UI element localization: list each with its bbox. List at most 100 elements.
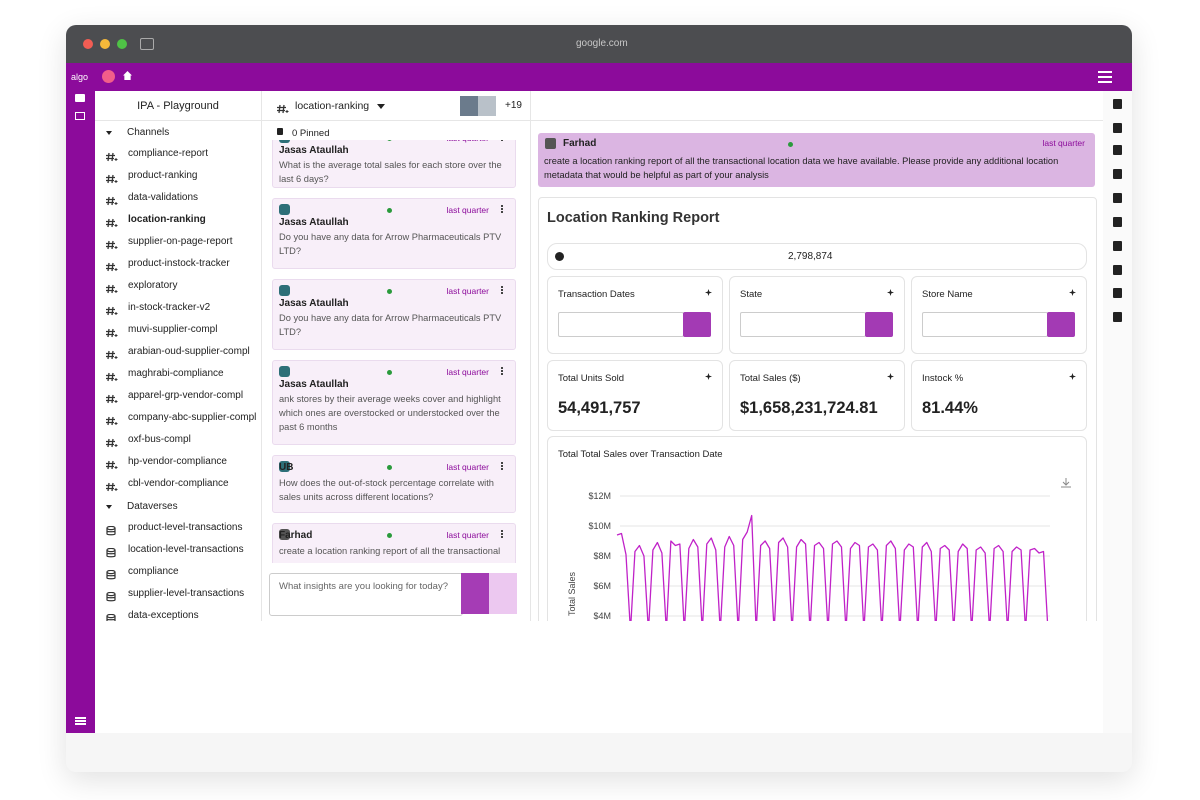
close-button[interactable] (83, 39, 93, 49)
home-button[interactable] (123, 71, 132, 80)
dataverse-icon (106, 589, 118, 607)
message-card[interactable]: Jasas Ataullah last quarter ank stores by … (272, 360, 516, 445)
more-button[interactable] (501, 367, 503, 369)
rail-icon[interactable] (1113, 217, 1122, 227)
members-count[interactable]: +19 (505, 100, 522, 111)
magic-send-button[interactable] (461, 573, 489, 614)
message-tag: last quarter (446, 140, 489, 143)
channel-name[interactable]: location-ranking (295, 100, 370, 112)
rail-icon[interactable] (1113, 99, 1122, 109)
section-title[interactable]: Channels (127, 127, 170, 138)
message-card[interactable]: Farhad last quarter create a location rank… (272, 523, 516, 563)
rail-icon[interactable] (1113, 145, 1122, 155)
channel-item[interactable]: arabian-oud-supplier-compl (128, 346, 250, 357)
avatar (279, 529, 290, 540)
avatar (545, 138, 556, 149)
more-button[interactable] (501, 286, 503, 288)
section-title[interactable]: Dataverses (127, 501, 178, 512)
dataverse-item[interactable]: data-exceptions (128, 610, 199, 621)
message-author: Jasas Ataullah (279, 145, 349, 156)
channel-item[interactable]: location-ranking (128, 214, 206, 225)
message-author: Jasas Ataullah (279, 298, 349, 309)
message-author: Jasas Ataullah (279, 379, 349, 390)
more-button[interactable] (501, 530, 503, 532)
back-button[interactable] (102, 70, 115, 83)
channel-icon (106, 413, 118, 431)
settings-button[interactable] (66, 708, 95, 733)
channel-icon (106, 479, 118, 497)
channel-icon (106, 457, 118, 475)
rail-icon[interactable] (75, 112, 85, 120)
channel-item[interactable]: data-validations (128, 192, 199, 203)
avatar (279, 366, 290, 377)
more-button[interactable] (501, 205, 503, 207)
section-caret[interactable] (106, 131, 112, 138)
message-card[interactable]: Jasas Ataullah last quarter Do you have an… (272, 198, 516, 269)
status-dot (387, 533, 392, 538)
right-rail (1103, 91, 1132, 733)
channel-icon (106, 237, 118, 255)
send-button[interactable] (489, 573, 517, 614)
channel-icon (277, 101, 289, 119)
minimize-button[interactable] (100, 39, 110, 49)
channel-item[interactable]: product-ranking (128, 170, 198, 181)
channel-item[interactable]: supplier-on-page-report (128, 236, 233, 247)
rail-icon[interactable] (75, 94, 85, 102)
dataverse-icon (106, 545, 118, 563)
message-tag: last quarter (446, 286, 489, 296)
more-button[interactable] (501, 462, 503, 464)
request-tag: last quarter (1042, 138, 1085, 148)
maximize-button[interactable] (117, 39, 127, 49)
channel-item[interactable]: company-abc-supplier-compl (128, 412, 257, 423)
message-text: What is the average total sales for each… (279, 160, 502, 184)
dataverse-item[interactable]: compliance (128, 566, 179, 577)
menu-button[interactable] (1098, 71, 1112, 73)
avatar (279, 204, 290, 215)
app-bar: algo (66, 63, 1132, 91)
message-author: Farhad (279, 530, 313, 541)
rail-icon[interactable] (1113, 312, 1122, 322)
channel-icon (106, 171, 118, 189)
section-caret[interactable] (106, 505, 112, 512)
channel-item[interactable]: in-stock-tracker-v2 (128, 302, 211, 313)
channel-item[interactable]: product-instock-tracker (128, 258, 230, 269)
message-card[interactable]: Jasas Ataullah last quarter Do you have an… (272, 279, 516, 350)
message-card[interactable]: Jasas Ataullah last quarter What is the av… (272, 140, 516, 188)
channel-item[interactable]: muvi-supplier-compl (128, 324, 218, 335)
rail-icon[interactable] (1113, 241, 1122, 251)
status-dot (387, 370, 392, 375)
status-dot (788, 142, 793, 147)
status-dot (387, 289, 392, 294)
channel-icon (106, 193, 118, 211)
avatar (279, 461, 290, 472)
channel-item[interactable]: oxf-bus-compl (128, 434, 191, 445)
rail-icon[interactable] (1113, 193, 1122, 203)
channel-item[interactable]: cbl-vendor-compliance (128, 478, 229, 489)
dataverse-item[interactable]: location-level-transactions (128, 544, 244, 555)
channel-icon (106, 391, 118, 409)
channel-item[interactable]: hp-vendor-compliance (128, 456, 227, 467)
chat-input[interactable]: What insights are you looking for today? (269, 573, 463, 616)
dataverse-item[interactable]: product-level-transactions (128, 522, 243, 533)
channel-item[interactable]: apparel-grp-vendor-compl (128, 390, 244, 401)
message-text: How does the out-of-stock percentage cor… (279, 478, 494, 502)
content: IPA - Playground Channels compliance-repo… (95, 91, 1103, 621)
dropdown-caret[interactable] (377, 104, 385, 113)
channel-item[interactable]: exploratory (128, 280, 178, 291)
sidebar-toggle[interactable] (140, 38, 154, 50)
rail-icon[interactable] (1113, 169, 1122, 179)
channel-icon (106, 215, 118, 233)
message-text: create a location ranking report of all … (279, 546, 501, 556)
url: google.com (576, 38, 628, 49)
channel-icon (106, 347, 118, 365)
channel-item[interactable]: maghrabi-compliance (128, 368, 224, 379)
avatar (279, 285, 290, 296)
report-panel: Farhad last quarter create a location ra… (530, 91, 1103, 621)
rail-icon[interactable] (1113, 288, 1122, 298)
message-card[interactable]: UB last quarter How does the out-of-stock … (272, 455, 516, 513)
rail-icon[interactable] (1113, 123, 1122, 133)
dataverse-item[interactable]: supplier-level-transactions (128, 588, 245, 599)
channel-item[interactable]: compliance-report (128, 148, 209, 159)
rail-icon[interactable] (1113, 265, 1122, 275)
pinned-count[interactable]: 0 Pinned (292, 128, 330, 139)
